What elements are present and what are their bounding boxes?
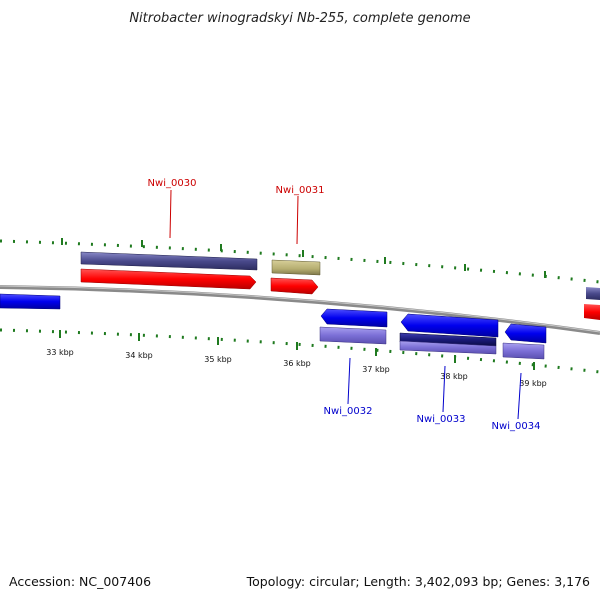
gene-arrow-nwi-0034[interactable]: [504, 323, 547, 344]
tick-label: 34 kbp: [125, 351, 153, 360]
gene-feature-nwi-0034[interactable]: [502, 342, 545, 360]
scale-labels: 33 kbp 34 kbp 35 kbp 36 kbp 37 kbp 38 kb…: [46, 348, 547, 388]
gene-feature-nwi-0030[interactable]: [80, 251, 258, 271]
tick-label: 38 kbp: [440, 372, 468, 381]
top-tick-track: [0, 238, 600, 284]
gene-feature-nwi-0033[interactable]: [399, 340, 497, 355]
gene-feature-nwi-0032[interactable]: [319, 326, 387, 345]
gene-arrow-nwi-0032[interactable]: [320, 308, 388, 328]
gene-label-nwi-0034[interactable]: Nwi_0034: [492, 421, 541, 432]
gene-arrow-partial-right[interactable]: [584, 304, 600, 320]
forward-features: [80, 251, 600, 320]
genome-backbone: [0, 285, 600, 335]
tick-label: 33 kbp: [46, 348, 74, 357]
gene-label-nwi-0032[interactable]: Nwi_0032: [324, 406, 373, 417]
gene-arrow-nwi-0033[interactable]: [400, 313, 499, 338]
genome-title: Nitrobacter winogradskyi Nb-255, complet…: [129, 11, 470, 26]
accession-text: Accession: NC_007406: [9, 574, 151, 589]
bottom-tick-track: [0, 328, 600, 374]
gene-label-nwi-0030[interactable]: Nwi_0030: [148, 178, 197, 189]
leader-lines: [169, 189, 522, 420]
gene-feature-partial-right[interactable]: [586, 287, 600, 300]
reverse-features: [0, 293, 547, 360]
gene-arrow-nwi-0030[interactable]: [80, 268, 257, 290]
tick-label: 39 kbp: [519, 379, 547, 388]
gene-label-nwi-0031[interactable]: Nwi_0031: [276, 185, 325, 196]
gene-label-nwi-0033[interactable]: Nwi_0033: [417, 414, 466, 425]
topology-summary: Topology: circular; Length: 3,402,093 bp…: [246, 574, 590, 589]
tick-label: 36 kbp: [283, 359, 311, 368]
gene-arrow-partial-left[interactable]: [0, 293, 61, 310]
tick-label: 37 kbp: [362, 365, 390, 374]
tick-label: 35 kbp: [204, 355, 232, 364]
gene-feature-nwi-0031[interactable]: [271, 259, 321, 276]
gene-arrow-nwi-0031[interactable]: [270, 277, 319, 295]
